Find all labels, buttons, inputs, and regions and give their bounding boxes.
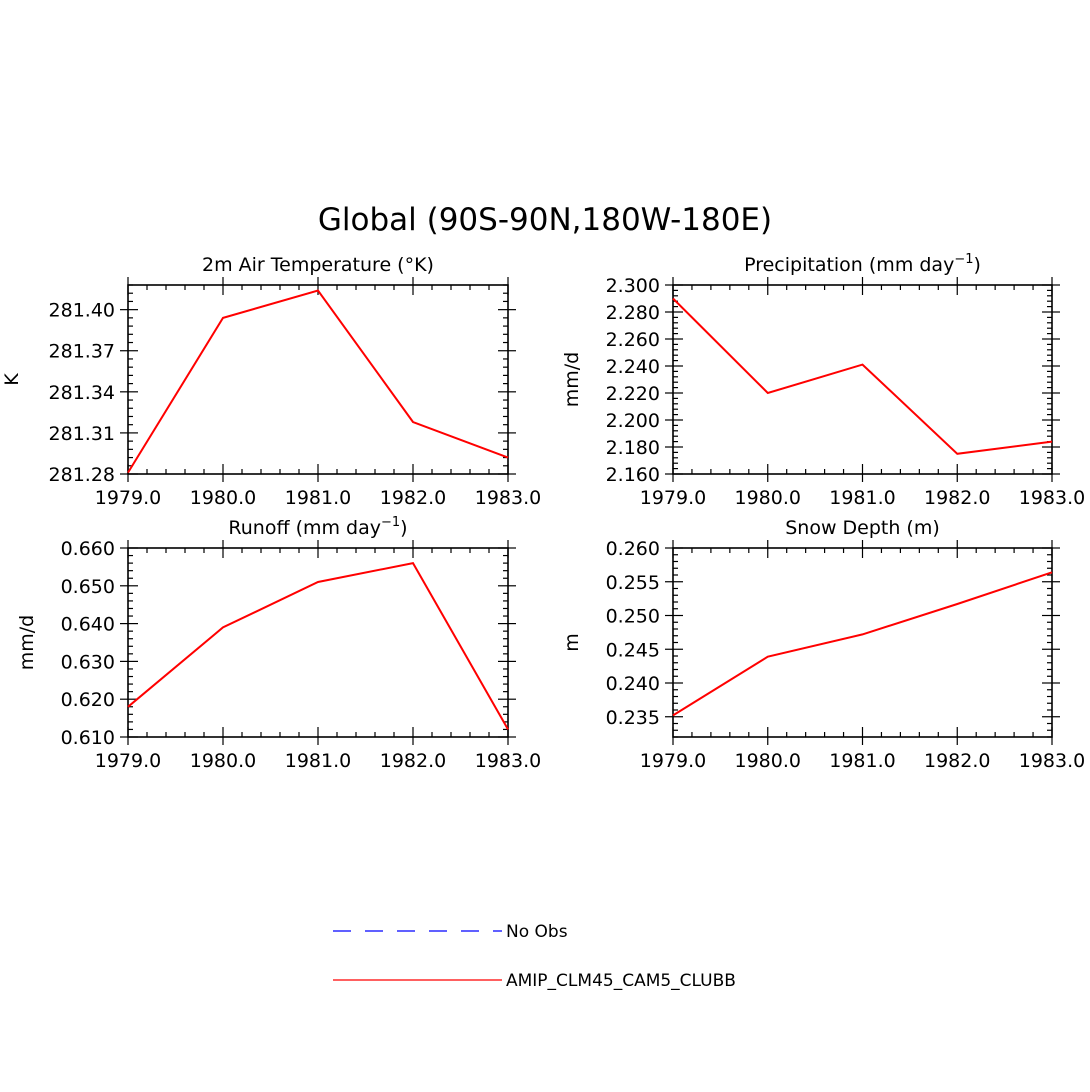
panel-title: Runoff (mm day−1) xyxy=(228,515,407,539)
y-tick-label: 0.610 xyxy=(61,727,115,749)
y-tick-label: 0.640 xyxy=(61,614,115,636)
panel-2: 1979.0 1980.0 1981.0 1982.0 1983.0 0.610 0.620… xyxy=(16,515,541,772)
x-tick-label: 1979.0 xyxy=(640,487,706,509)
y-tick-label: 281.37 xyxy=(49,341,115,363)
figure-title: Global (90S-90N,180W-180E) xyxy=(318,202,772,238)
y-tick-label: 0.255 xyxy=(606,572,660,594)
x-tick-label: 1983.0 xyxy=(1019,750,1085,772)
panel-1: 1979.0 1980.0 1981.0 1982.0 1983.0 2.160 2.180… xyxy=(561,252,1085,509)
x-tick-label: 1983.0 xyxy=(1019,487,1085,509)
panel-3: 1979.0 1980.0 1981.0 1982.0 1983.0 0.235 0.240… xyxy=(561,517,1085,772)
x-tick-label: 1982.0 xyxy=(924,487,990,509)
legend-label-amip: AMIP_CLM45_CAM5_CLUBB xyxy=(506,971,736,991)
y-tick-label: 0.245 xyxy=(606,639,660,661)
x-tick-label: 1980.0 xyxy=(735,750,801,772)
y-tick-label: 0.260 xyxy=(606,538,660,560)
legend: No Obs AMIP_CLM45_CAM5_CLUBB xyxy=(333,922,736,991)
y-axis-label: m xyxy=(561,633,583,652)
y-tick-label: 281.28 xyxy=(49,464,115,486)
panels: 1979.0 1980.0 1981.0 1982.0 1983.0 281.28 281.… xyxy=(1,252,1085,772)
plot-frame xyxy=(672,284,1053,475)
y-tick-label: 0.250 xyxy=(606,606,660,628)
x-tick-label: 1981.0 xyxy=(285,487,351,509)
x-tick-label: 1982.0 xyxy=(924,750,990,772)
panel-0: 1979.0 1980.0 1981.0 1982.0 1983.0 281.28 281.… xyxy=(1,254,541,509)
x-tick-label: 1981.0 xyxy=(829,487,895,509)
y-axis-label: mm/d xyxy=(561,352,583,407)
series-line xyxy=(672,571,1053,717)
y-axis-label: K xyxy=(1,373,23,386)
y-tick-label: 2.180 xyxy=(606,437,660,459)
y-tick-label: 2.280 xyxy=(606,302,660,324)
y-tick-label: 0.630 xyxy=(61,651,115,673)
panel-title: Snow Depth (m) xyxy=(785,517,940,539)
y-tick-label: 281.40 xyxy=(49,300,115,322)
x-tick-label: 1979.0 xyxy=(95,750,161,772)
y-tick-label: 2.160 xyxy=(606,464,660,486)
legend-label-no-obs: No Obs xyxy=(506,922,568,942)
y-tick-label: 2.260 xyxy=(606,329,660,351)
series-line xyxy=(127,289,509,474)
x-tick-label: 1979.0 xyxy=(95,487,161,509)
y-tick-label: 0.620 xyxy=(61,689,115,711)
y-tick-label: 2.240 xyxy=(606,356,660,378)
plot-frame xyxy=(672,547,1053,738)
x-tick-label: 1979.0 xyxy=(640,750,706,772)
y-tick-label: 2.220 xyxy=(606,383,660,405)
y-tick-label: 0.235 xyxy=(606,707,660,729)
x-tick-label: 1983.0 xyxy=(475,487,541,509)
x-tick-label: 1980.0 xyxy=(735,487,801,509)
y-tick-label: 281.31 xyxy=(49,423,115,445)
x-tick-label: 1980.0 xyxy=(190,487,256,509)
series-line xyxy=(127,561,509,730)
x-tick-label: 1982.0 xyxy=(380,487,446,509)
y-tick-label: 0.660 xyxy=(61,538,115,560)
y-tick-label: 2.300 xyxy=(606,275,660,297)
y-tick-label: 281.34 xyxy=(49,382,115,404)
x-tick-label: 1980.0 xyxy=(190,750,256,772)
panel-title: Precipitation (mm day−1) xyxy=(744,252,981,276)
plot-frame xyxy=(127,547,509,738)
y-tick-label: 0.240 xyxy=(606,673,660,695)
x-tick-label: 1983.0 xyxy=(475,750,541,772)
y-tick-label: 2.200 xyxy=(606,410,660,432)
x-tick-label: 1981.0 xyxy=(285,750,351,772)
series-line xyxy=(672,297,1053,455)
x-tick-label: 1982.0 xyxy=(380,750,446,772)
panel-title: 2m Air Temperature (°K) xyxy=(202,254,434,276)
y-tick-label: 0.650 xyxy=(61,576,115,598)
x-tick-label: 1981.0 xyxy=(829,750,895,772)
y-axis-label: mm/d xyxy=(16,615,38,670)
